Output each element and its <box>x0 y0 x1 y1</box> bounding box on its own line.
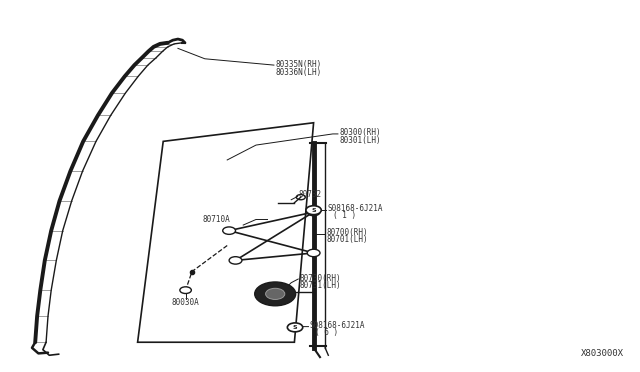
Text: S08168-6J21A: S08168-6J21A <box>310 321 365 330</box>
Text: S: S <box>292 325 298 330</box>
Circle shape <box>266 288 285 299</box>
Text: 80710A: 80710A <box>203 215 230 224</box>
Circle shape <box>307 249 320 257</box>
Text: ( 1 ): ( 1 ) <box>333 211 356 219</box>
Circle shape <box>287 323 303 332</box>
Circle shape <box>307 208 320 216</box>
Text: S08168-6J21A: S08168-6J21A <box>328 204 383 213</box>
Circle shape <box>255 282 296 306</box>
Text: 80335N(RH): 80335N(RH) <box>275 60 321 69</box>
Circle shape <box>229 257 242 264</box>
Circle shape <box>180 287 191 294</box>
Circle shape <box>306 206 321 215</box>
Text: 80700(RH): 80700(RH) <box>326 228 368 237</box>
Text: 80336N(LH): 80336N(LH) <box>275 68 321 77</box>
Text: 80732: 80732 <box>299 190 322 199</box>
Text: 80030A: 80030A <box>172 298 199 307</box>
Text: X803000X: X803000X <box>581 349 624 358</box>
Text: S: S <box>311 208 316 213</box>
Text: 80701(LH): 80701(LH) <box>326 235 368 244</box>
Text: 80730(RH): 80730(RH) <box>300 274 341 283</box>
Text: 80731(LH): 80731(LH) <box>300 281 341 290</box>
Text: ( 6 ): ( 6 ) <box>315 328 338 337</box>
Text: 80300(RH): 80300(RH) <box>339 128 381 137</box>
Text: 80301(LH): 80301(LH) <box>339 136 381 145</box>
Circle shape <box>223 227 236 234</box>
